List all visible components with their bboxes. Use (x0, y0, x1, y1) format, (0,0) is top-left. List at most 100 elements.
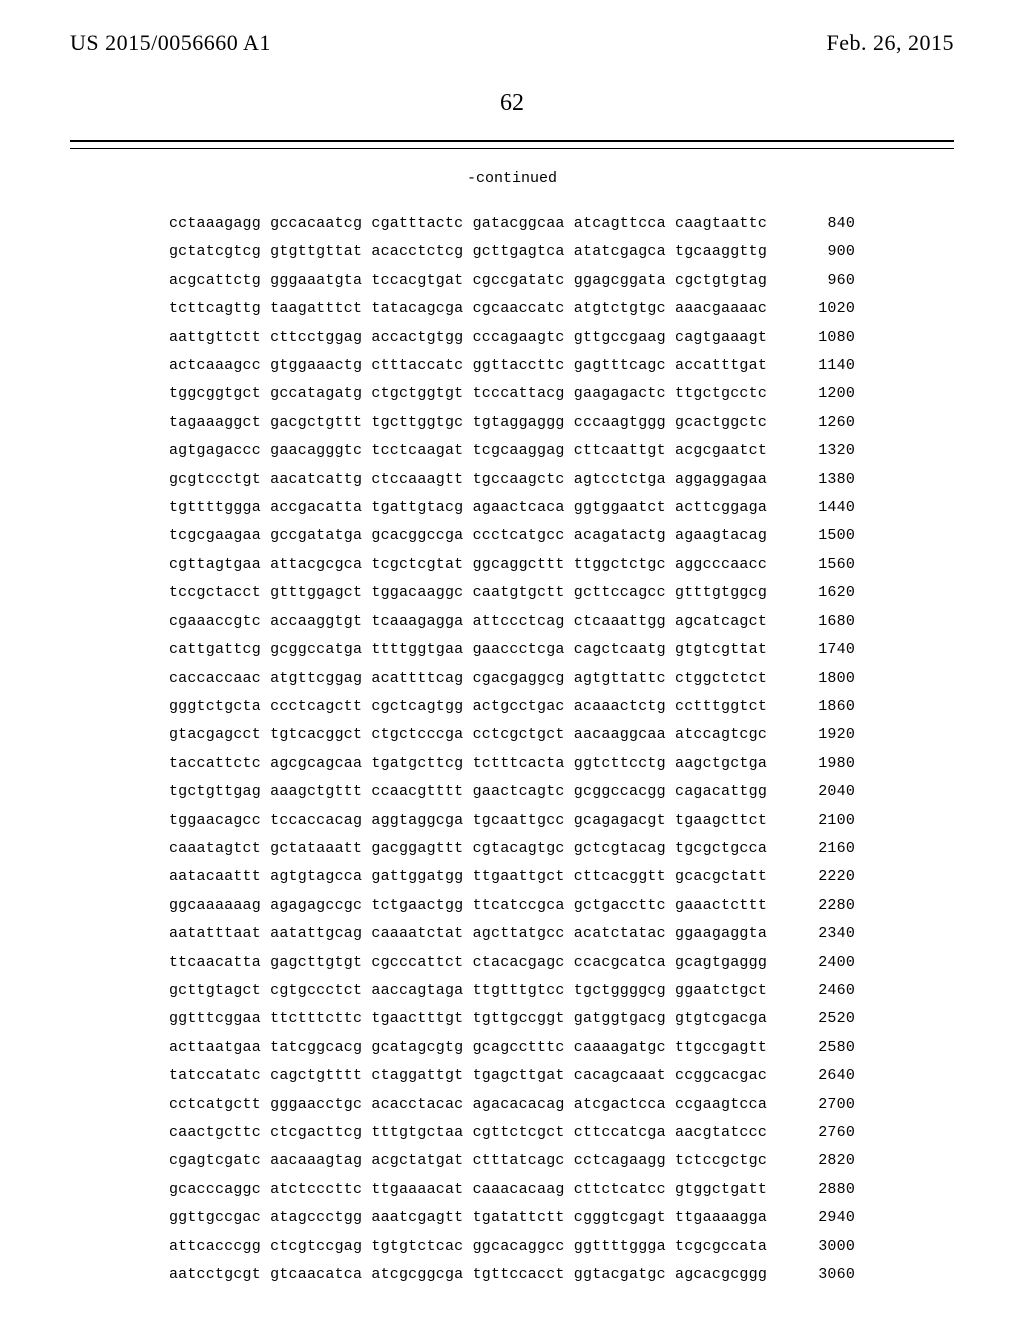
sequence-groups: cctaaagagg gccacaatcg cgatttactc gatacgg… (169, 210, 767, 238)
sequence-groups: attcacccgg ctcgtccgag tgtgtctcac ggcacag… (169, 1233, 767, 1261)
sequence-line: cgagtcgatc aacaaagtag acgctatgat ctttatc… (169, 1147, 855, 1175)
sequence-groups: agtgagaccc gaacagggtc tcctcaagat tcgcaag… (169, 437, 767, 465)
sequence-line: ggttgccgac atagccctgg aaatcgagtt tgatatt… (169, 1204, 855, 1232)
sequence-position: 2640 (785, 1062, 855, 1090)
sequence-groups: tcttcagttg taagatttct tatacagcga cgcaacc… (169, 295, 767, 323)
sequence-groups: cattgattcg gcggccatga ttttggtgaa gaaccct… (169, 636, 767, 664)
sequence-position: 2100 (785, 807, 855, 835)
sequence-groups: tcgcgaagaa gccgatatga gcacggccga ccctcat… (169, 522, 767, 550)
sequence-position: 2520 (785, 1005, 855, 1033)
sequence-position: 1860 (785, 693, 855, 721)
sequence-line: caactgcttc ctcgacttcg tttgtgctaa cgttctc… (169, 1119, 855, 1147)
sequence-line: cctaaagagg gccacaatcg cgatttactc gatacgg… (169, 210, 855, 238)
sequence-position: 1740 (785, 636, 855, 664)
sequence-groups: actcaaagcc gtggaaactg ctttaccatc ggttacc… (169, 352, 767, 380)
sequence-position: 1980 (785, 750, 855, 778)
sequence-line: cattgattcg gcggccatga ttttggtgaa gaaccct… (169, 636, 855, 664)
sequence-line: aatatttaat aatattgcag caaaatctat agcttat… (169, 920, 855, 948)
sequence-listing: cctaaagagg gccacaatcg cgatttactc gatacgg… (0, 210, 1024, 1289)
sequence-groups: aatatttaat aatattgcag caaaatctat agcttat… (169, 920, 767, 948)
sequence-position: 2220 (785, 863, 855, 891)
sequence-groups: caccaccaac atgttcggag acattttcag cgacgag… (169, 665, 767, 693)
sequence-line: ttcaacatta gagcttgtgt cgcccattct ctacacg… (169, 949, 855, 977)
page: US 2015/0056660 A1 Feb. 26, 2015 62 -con… (0, 0, 1024, 1320)
sequence-line: tatccatatc cagctgtttt ctaggattgt tgagctt… (169, 1062, 855, 1090)
sequence-line: tcgcgaagaa gccgatatga gcacggccga ccctcat… (169, 522, 855, 550)
sequence-line: cctcatgctt gggaacctgc acacctacac agacaca… (169, 1091, 855, 1119)
sequence-line: tcttcagttg taagatttct tatacagcga cgcaacc… (169, 295, 855, 323)
continued-label: -continued (0, 170, 1024, 187)
sequence-line: taccattctc agcgcagcaa tgatgcttcg tctttca… (169, 750, 855, 778)
sequence-line: tggcggtgct gccatagatg ctgctggtgt tcccatt… (169, 380, 855, 408)
sequence-groups: cctcatgctt gggaacctgc acacctacac agacaca… (169, 1091, 767, 1119)
sequence-groups: tccgctacct gtttggagct tggacaaggc caatgtg… (169, 579, 767, 607)
sequence-groups: caactgcttc ctcgacttcg tttgtgctaa cgttctc… (169, 1119, 767, 1147)
sequence-groups: cgagtcgatc aacaaagtag acgctatgat ctttatc… (169, 1147, 767, 1175)
sequence-groups: caaatagtct gctataaatt gacggagttt cgtacag… (169, 835, 767, 863)
sequence-line: tagaaaggct gacgctgttt tgcttggtgc tgtagga… (169, 409, 855, 437)
sequence-position: 840 (785, 210, 855, 238)
sequence-position: 1320 (785, 437, 855, 465)
sequence-line: ggtttcggaa ttctttcttc tgaactttgt tgttgcc… (169, 1005, 855, 1033)
sequence-position: 1440 (785, 494, 855, 522)
header-date: Feb. 26, 2015 (827, 30, 955, 56)
sequence-line: tccgctacct gtttggagct tggacaaggc caatgtg… (169, 579, 855, 607)
sequence-groups: ggcaaaaaag agagagccgc tctgaactgg ttcatcc… (169, 892, 767, 920)
sequence-position: 2340 (785, 920, 855, 948)
sequence-groups: acttaatgaa tatcggcacg gcatagcgtg gcagcct… (169, 1034, 767, 1062)
sequence-groups: aattgttctt cttcctggag accactgtgg cccagaa… (169, 324, 767, 352)
sequence-groups: tgttttggga accgacatta tgattgtacg agaactc… (169, 494, 767, 522)
sequence-position: 1800 (785, 665, 855, 693)
page-number: 62 (0, 90, 1024, 117)
sequence-position: 1260 (785, 409, 855, 437)
sequence-position: 1680 (785, 608, 855, 636)
sequence-position: 1560 (785, 551, 855, 579)
sequence-position: 2280 (785, 892, 855, 920)
sequence-groups: tgctgttgag aaagctgttt ccaacgtttt gaactca… (169, 778, 767, 806)
sequence-line: agtgagaccc gaacagggtc tcctcaagat tcgcaag… (169, 437, 855, 465)
sequence-position: 2400 (785, 949, 855, 977)
sequence-line: gctatcgtcg gtgttgttat acacctctcg gcttgag… (169, 238, 855, 266)
sequence-line: acgcattctg gggaaatgta tccacgtgat cgccgat… (169, 267, 855, 295)
sequence-line: gcttgtagct cgtgccctct aaccagtaga ttgtttg… (169, 977, 855, 1005)
sequence-line: cgaaaccgtc accaaggtgt tcaaagagga attccct… (169, 608, 855, 636)
sequence-groups: gctatcgtcg gtgttgttat acacctctcg gcttgag… (169, 238, 767, 266)
sequence-line: tgttttggga accgacatta tgattgtacg agaactc… (169, 494, 855, 522)
sequence-position: 2880 (785, 1176, 855, 1204)
sequence-position: 1020 (785, 295, 855, 323)
sequence-position: 3000 (785, 1233, 855, 1261)
sequence-line: tggaacagcc tccaccacag aggtaggcga tgcaatt… (169, 807, 855, 835)
sequence-groups: tagaaaggct gacgctgttt tgcttggtgc tgtagga… (169, 409, 767, 437)
sequence-line: gggtctgcta ccctcagctt cgctcagtgg actgcct… (169, 693, 855, 721)
sequence-line: gcacccaggc atctcccttc ttgaaaacat caaacac… (169, 1176, 855, 1204)
sequence-groups: tggaacagcc tccaccacag aggtaggcga tgcaatt… (169, 807, 767, 835)
sequence-line: caaatagtct gctataaatt gacggagttt cgtacag… (169, 835, 855, 863)
rule-top (70, 140, 954, 142)
sequence-line: aatacaattt agtgtagcca gattggatgg ttgaatt… (169, 863, 855, 891)
sequence-groups: acgcattctg gggaaatgta tccacgtgat cgccgat… (169, 267, 767, 295)
sequence-groups: ggttgccgac atagccctgg aaatcgagtt tgatatt… (169, 1204, 767, 1232)
sequence-groups: gcgtccctgt aacatcattg ctccaaagtt tgccaag… (169, 466, 767, 494)
sequence-position: 1620 (785, 579, 855, 607)
sequence-line: acttaatgaa tatcggcacg gcatagcgtg gcagcct… (169, 1034, 855, 1062)
sequence-groups: taccattctc agcgcagcaa tgatgcttcg tctttca… (169, 750, 767, 778)
sequence-position: 900 (785, 238, 855, 266)
sequence-groups: aatcctgcgt gtcaacatca atcgcggcga tgttcca… (169, 1261, 767, 1289)
sequence-position: 2700 (785, 1091, 855, 1119)
header-publication-number: US 2015/0056660 A1 (70, 30, 271, 56)
sequence-line: actcaaagcc gtggaaactg ctttaccatc ggttacc… (169, 352, 855, 380)
sequence-line: attcacccgg ctcgtccgag tgtgtctcac ggcacag… (169, 1233, 855, 1261)
sequence-line: gtacgagcct tgtcacggct ctgctcccga cctcgct… (169, 721, 855, 749)
sequence-groups: gcacccaggc atctcccttc ttgaaaacat caaacac… (169, 1176, 767, 1204)
sequence-position: 2460 (785, 977, 855, 1005)
sequence-position: 1140 (785, 352, 855, 380)
sequence-position: 2040 (785, 778, 855, 806)
sequence-line: ggcaaaaaag agagagccgc tctgaactgg ttcatcc… (169, 892, 855, 920)
sequence-groups: tggcggtgct gccatagatg ctgctggtgt tcccatt… (169, 380, 767, 408)
sequence-position: 1080 (785, 324, 855, 352)
sequence-line: cgttagtgaa attacgcgca tcgctcgtat ggcaggc… (169, 551, 855, 579)
sequence-groups: ggtttcggaa ttctttcttc tgaactttgt tgttgcc… (169, 1005, 767, 1033)
sequence-text: cctaaagagg gccacaatcg cgatttactc gatacgg… (169, 210, 855, 1289)
sequence-line: aatcctgcgt gtcaacatca atcgcggcga tgttcca… (169, 1261, 855, 1289)
sequence-position: 2820 (785, 1147, 855, 1175)
